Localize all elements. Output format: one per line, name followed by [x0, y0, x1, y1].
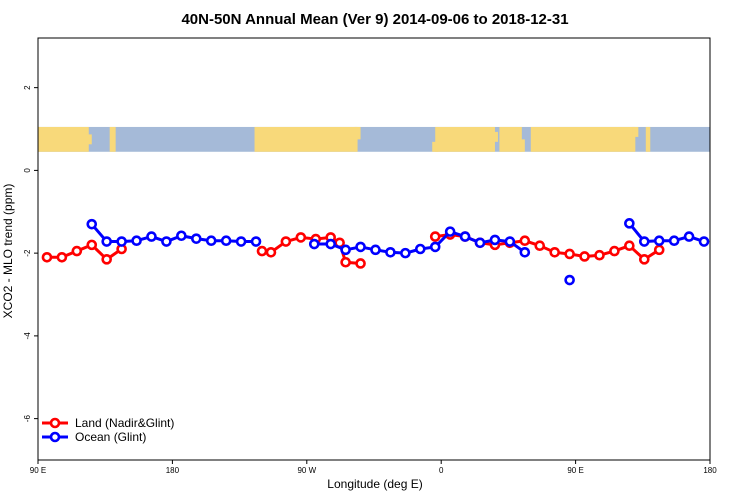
data-point [116, 236, 127, 247]
data-point [683, 231, 695, 242]
data-point [414, 243, 426, 255]
data-point [519, 247, 531, 258]
series-1 [86, 218, 710, 286]
legend-ocean-marker [49, 431, 61, 443]
map-coast [518, 139, 525, 152]
data-point [86, 239, 98, 251]
y-tick-label: -2 [23, 249, 32, 257]
data-point [280, 236, 292, 247]
data-point [101, 254, 112, 265]
data-point [86, 218, 98, 230]
data-point [265, 247, 277, 258]
data-point [220, 235, 232, 247]
data-point [489, 234, 501, 246]
data-point [653, 244, 665, 256]
map-land [530, 126, 636, 152]
y-axis-label: XCO2 - MLO trend (ppm) [1, 184, 15, 319]
data-point [474, 237, 486, 249]
x-tick-label: 90 E [30, 466, 46, 475]
data-point [534, 240, 546, 251]
map-land [435, 126, 495, 152]
x-tick-label: 90 E [567, 466, 583, 475]
data-point [609, 245, 620, 257]
data-point [385, 247, 396, 258]
y-tick-label: -6 [23, 415, 32, 423]
data-point [250, 236, 262, 247]
series-layer [41, 218, 710, 286]
data-point [429, 231, 441, 242]
map-coast [632, 126, 639, 137]
x-tick-label: 90 W [297, 466, 316, 475]
data-point [624, 240, 635, 251]
x-tick-label: 180 [703, 466, 717, 475]
legend: Land (Nadir&Glint) Ocean (Glint) [42, 416, 174, 444]
data-point [564, 248, 575, 260]
data-point [161, 236, 172, 247]
data-point [355, 241, 366, 253]
series-line [90, 223, 257, 244]
data-point [176, 230, 187, 242]
data-point [56, 251, 68, 263]
map-land [645, 126, 651, 152]
map-land [109, 126, 116, 152]
data-point [295, 232, 307, 243]
data-point [638, 254, 650, 265]
data-point [400, 247, 411, 259]
legend-land-label: Land (Nadir&Glint) [75, 416, 174, 430]
legend-land-marker [49, 417, 61, 429]
data-point [429, 241, 441, 253]
data-point [325, 238, 336, 250]
data-point [549, 247, 560, 258]
data-point [131, 235, 142, 247]
data-point [459, 231, 471, 242]
data-point [653, 235, 665, 247]
data-point [594, 249, 605, 261]
x-axis: 90 E 180 90 W 0 90 E 180 [30, 460, 717, 475]
data-point [638, 236, 650, 247]
map-coast [491, 131, 498, 142]
y-tick-label: 0 [23, 168, 32, 173]
data-point [564, 274, 575, 286]
world-map-band [38, 126, 710, 152]
data-point [444, 226, 456, 237]
data-point [235, 236, 247, 247]
data-point [624, 218, 635, 229]
map-coast [432, 141, 439, 152]
map-coast [85, 134, 92, 145]
y-tick-label: 2 [23, 85, 32, 90]
map-land [38, 126, 89, 152]
x-axis-label: Longitude (deg E) [327, 477, 422, 491]
data-point [355, 258, 366, 269]
data-point [41, 251, 53, 263]
map-coast [354, 126, 361, 140]
y-axis: 2 0 -2 -4 -6 [23, 85, 38, 422]
y-tick-label: -4 [23, 332, 32, 340]
data-point [256, 245, 268, 257]
data-point [340, 256, 351, 268]
x-tick-label: 180 [166, 466, 180, 475]
data-point [205, 235, 217, 247]
x-tick-label: 0 [439, 466, 444, 475]
plot-frame [37, 37, 711, 461]
data-point [340, 244, 351, 256]
data-point [668, 235, 680, 247]
chart-title: 40N-50N Annual Mean (Ver 9) 2014-09-06 t… [181, 11, 568, 28]
data-point [370, 244, 381, 256]
data-point [190, 233, 202, 244]
data-point [71, 245, 83, 257]
data-point [698, 236, 710, 247]
data-point [101, 236, 112, 247]
data-point [308, 238, 320, 250]
data-point [519, 235, 531, 247]
map-land [499, 126, 522, 152]
data-point [579, 251, 590, 262]
legend-ocean-label: Ocean (Glint) [75, 430, 146, 444]
map-land [254, 126, 358, 152]
data-point [504, 236, 516, 247]
data-point [146, 231, 157, 242]
